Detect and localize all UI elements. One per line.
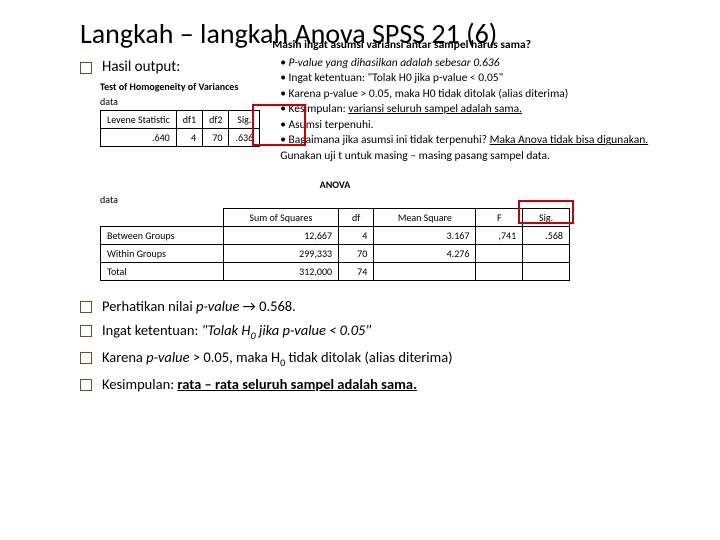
h-val-df2: 70 — [203, 129, 229, 147]
anova-table: Sum of Squares df Mean Square F Sig. Bet… — [100, 208, 570, 281]
table-row: Between Groups 12,667 4 3.167 ,741 .568 — [101, 227, 570, 245]
h-col-df2: df2 — [203, 111, 229, 129]
conclusion-list: Perhatikan nilai p-value → 0.568. Ingat … — [80, 297, 680, 393]
a-col-ss: Sum of Squares — [223, 209, 338, 227]
assumption-notes: Masih ingat asumsi variansi antar sampel… — [272, 38, 680, 164]
conclusion-item: Karena p-value > 0.05, maka H0 tidak dit… — [80, 348, 680, 369]
anova-subcaption: data — [100, 193, 680, 206]
note-item: Ingat ketentuan: "Tolak H0 jika p-value … — [280, 71, 680, 87]
a-col-df: df — [339, 209, 374, 227]
note-item: Karena p-value > 0.05, maka H0 tidak dit… — [280, 87, 680, 103]
conclusion-item: Perhatikan nilai p-value → 0.568. — [80, 297, 680, 315]
a-col-ms: Mean Square — [374, 209, 476, 227]
notes-question: Masih ingat asumsi variansi antar sampel… — [272, 38, 680, 54]
bullet-icon — [80, 62, 92, 74]
table-row: Total 312,000 74 — [101, 263, 570, 281]
note-item: P-value yang dihasilkan adalah sebesar 0… — [280, 56, 680, 72]
note-item: Bagaimana jika asumsi ini tidak terpenuh… — [280, 133, 680, 164]
h-val-levene: .640 — [101, 129, 177, 147]
note-item: Asumsi terpenuhi. — [280, 118, 680, 134]
top-row: Hasil output: Test of Homogeneity of Var… — [80, 56, 680, 164]
h-col-levene: Levene Statistic — [101, 111, 177, 129]
table-row: Within Groups 299,333 70 4.276 — [101, 245, 570, 263]
h-val-sig: .636 — [229, 129, 260, 147]
homogeneity-table-wrap: Test of Homogeneity of Variances data Le… — [100, 80, 260, 147]
homog-caption: Test of Homogeneity of Variances — [100, 80, 260, 93]
anova-title: ANOVA — [100, 178, 570, 191]
homog-subcaption: data — [100, 95, 260, 108]
slide: Langkah – langkah Anova SPSS 21 (6) Hasi… — [0, 0, 720, 540]
h-col-sig: Sig. — [229, 111, 260, 129]
conclusion-item: Kesimpulan: rata – rata seluruh sampel a… — [80, 375, 680, 393]
a-col-blank — [101, 209, 224, 227]
note-item: Kesimpulan: variansi seluruh sampel adal… — [280, 102, 680, 118]
a-col-f: F — [476, 209, 523, 227]
conclusion-item: Ingat ketentuan: "Tolak H0 jika p-value … — [80, 321, 680, 342]
h-col-df1: df1 — [176, 111, 202, 129]
bullet-icon — [80, 379, 92, 391]
a-col-sig: Sig. — [523, 209, 570, 227]
h-val-df1: 4 — [176, 129, 202, 147]
anova-table-wrap: ANOVA data Sum of Squares df Mean Square… — [100, 178, 680, 281]
hasil-output-label: Hasil output: — [102, 58, 180, 76]
left-column: Hasil output: Test of Homogeneity of Var… — [80, 56, 260, 147]
bullet-icon — [80, 325, 92, 337]
bullet-icon — [80, 352, 92, 364]
homogeneity-table: Levene Statistic df1 df2 Sig. .640 4 70 … — [100, 110, 260, 147]
bullet-icon — [80, 301, 92, 313]
hasil-output-line: Hasil output: — [80, 58, 260, 76]
